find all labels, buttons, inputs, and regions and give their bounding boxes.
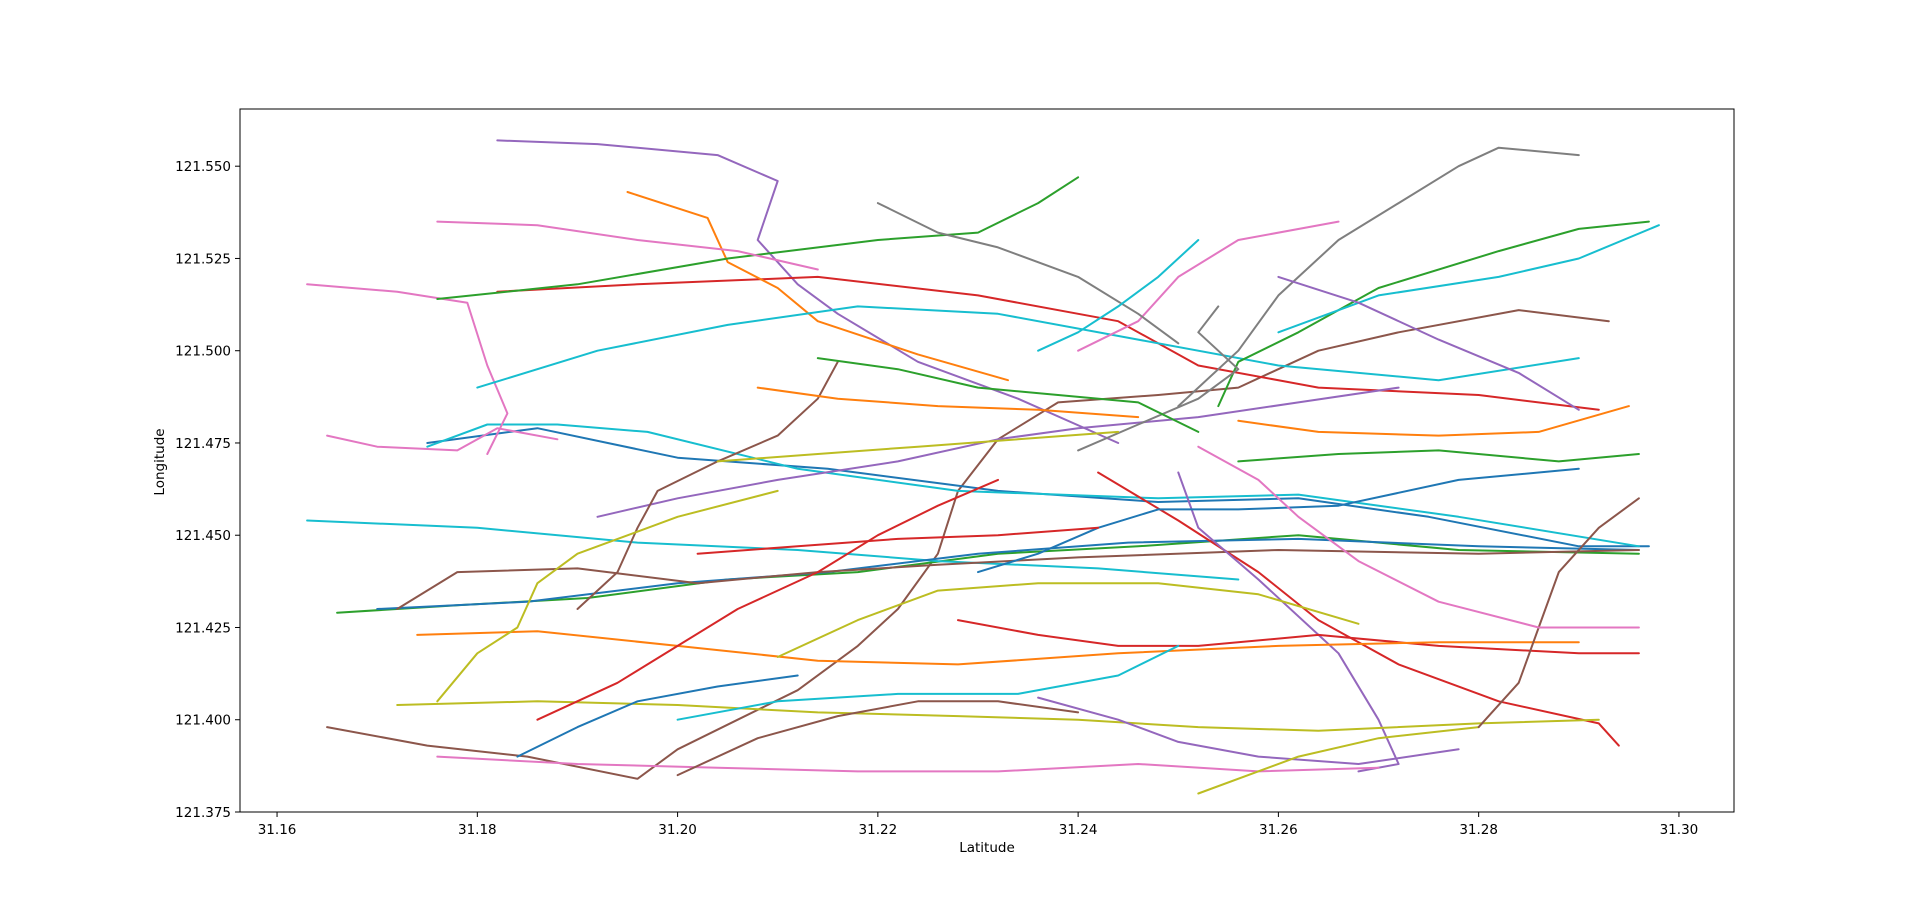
x-tick-label: 31.30: [1660, 822, 1699, 838]
trajectory-line-29: [1237, 449, 1640, 463]
y-axis: 121.375 121.400 121.425 121.450 121.475 121.5…: [175, 159, 240, 821]
trajectory-line-35: [676, 700, 1080, 777]
trajectory-line-11: [496, 275, 1600, 411]
trajectory-line-12: [626, 191, 1009, 382]
trajectory-line-9: [396, 549, 1640, 610]
trajectory-line-30: [1237, 405, 1630, 437]
trajectory-line-33: [536, 478, 999, 721]
y-tick-label: 121.525: [175, 251, 231, 267]
trajectory-line-24: [436, 755, 1380, 773]
y-axis-label: Longitude: [152, 428, 168, 495]
x-tick-label: 31.24: [1059, 822, 1098, 838]
trajectory-line-2: [426, 427, 1650, 548]
x-axis-label: Latitude: [959, 840, 1015, 856]
trajectory-line-38: [436, 220, 819, 271]
x-tick-label: 31.28: [1459, 822, 1498, 838]
y-tick-label: 121.500: [175, 344, 231, 360]
y-tick-label: 121.475: [175, 436, 231, 452]
trajectory-line-39: [816, 357, 1200, 433]
trajectory-line-28: [977, 467, 1580, 574]
trajectory-line-44: [1277, 275, 1580, 411]
trajectory-line-10: [496, 139, 1120, 444]
trajectory-line-40: [756, 386, 1140, 419]
trajectory-line-6: [306, 283, 509, 455]
trajectory-line-36: [516, 674, 799, 758]
trajectory-line-7: [326, 427, 559, 452]
trajectory-line-1: [326, 309, 1610, 780]
trajectory-line-26: [576, 360, 839, 610]
trajectory-line-16: [1217, 220, 1650, 408]
trajectory-line-15: [1177, 146, 1580, 408]
trajectory-line-20: [1077, 220, 1340, 352]
trajectory-line-32: [436, 489, 779, 703]
trajectory-line-27: [776, 582, 1360, 658]
trajectory-line-8: [376, 537, 1640, 610]
trajectory-line-31: [1077, 305, 1240, 452]
y-tick-label: 121.400: [175, 713, 231, 729]
x-tick-label: 31.20: [658, 822, 697, 838]
x-axis: 31.16 31.18 31.20 31.22 31.24 31.26 31.28 31.30: [258, 812, 1699, 838]
trajectory-line-45: [1197, 726, 1480, 795]
trajectory-line-46: [1477, 497, 1640, 729]
trajectory-line-3: [426, 423, 1640, 548]
trajectory-line-21: [957, 619, 1640, 655]
trajectory-line-41: [716, 430, 1120, 463]
x-tick-label: 31.26: [1259, 822, 1298, 838]
trajectory-line-25: [596, 386, 1400, 518]
y-tick-label: 121.550: [175, 159, 231, 175]
trajectory-line-19: [1177, 471, 1400, 773]
trajectory-line-43: [876, 202, 1180, 345]
trajectory-line-23: [396, 700, 1600, 732]
trajectory-line-42: [696, 526, 1100, 555]
trajectory-line-47: [1197, 445, 1640, 629]
y-tick-label: 121.375: [175, 805, 231, 821]
trajectory-line-5: [306, 519, 1240, 581]
x-tick-label: 31.18: [458, 822, 497, 838]
y-tick-label: 121.425: [175, 620, 231, 636]
trajectory-line-37: [676, 644, 1180, 721]
trajectory-line-22: [416, 630, 1580, 666]
trajectory-line-17: [1277, 224, 1660, 334]
trajectory-line-48: [1037, 239, 1200, 352]
x-tick-label: 31.22: [859, 822, 898, 838]
y-tick-label: 121.450: [175, 528, 231, 544]
x-tick-label: 31.16: [258, 822, 297, 838]
trajectory-line-13: [436, 176, 1080, 300]
plot-frame: [239, 108, 1735, 813]
trajectory-line-14: [476, 305, 1580, 389]
trajectory-line-34: [1037, 696, 1460, 765]
series-layer: [306, 139, 1660, 795]
